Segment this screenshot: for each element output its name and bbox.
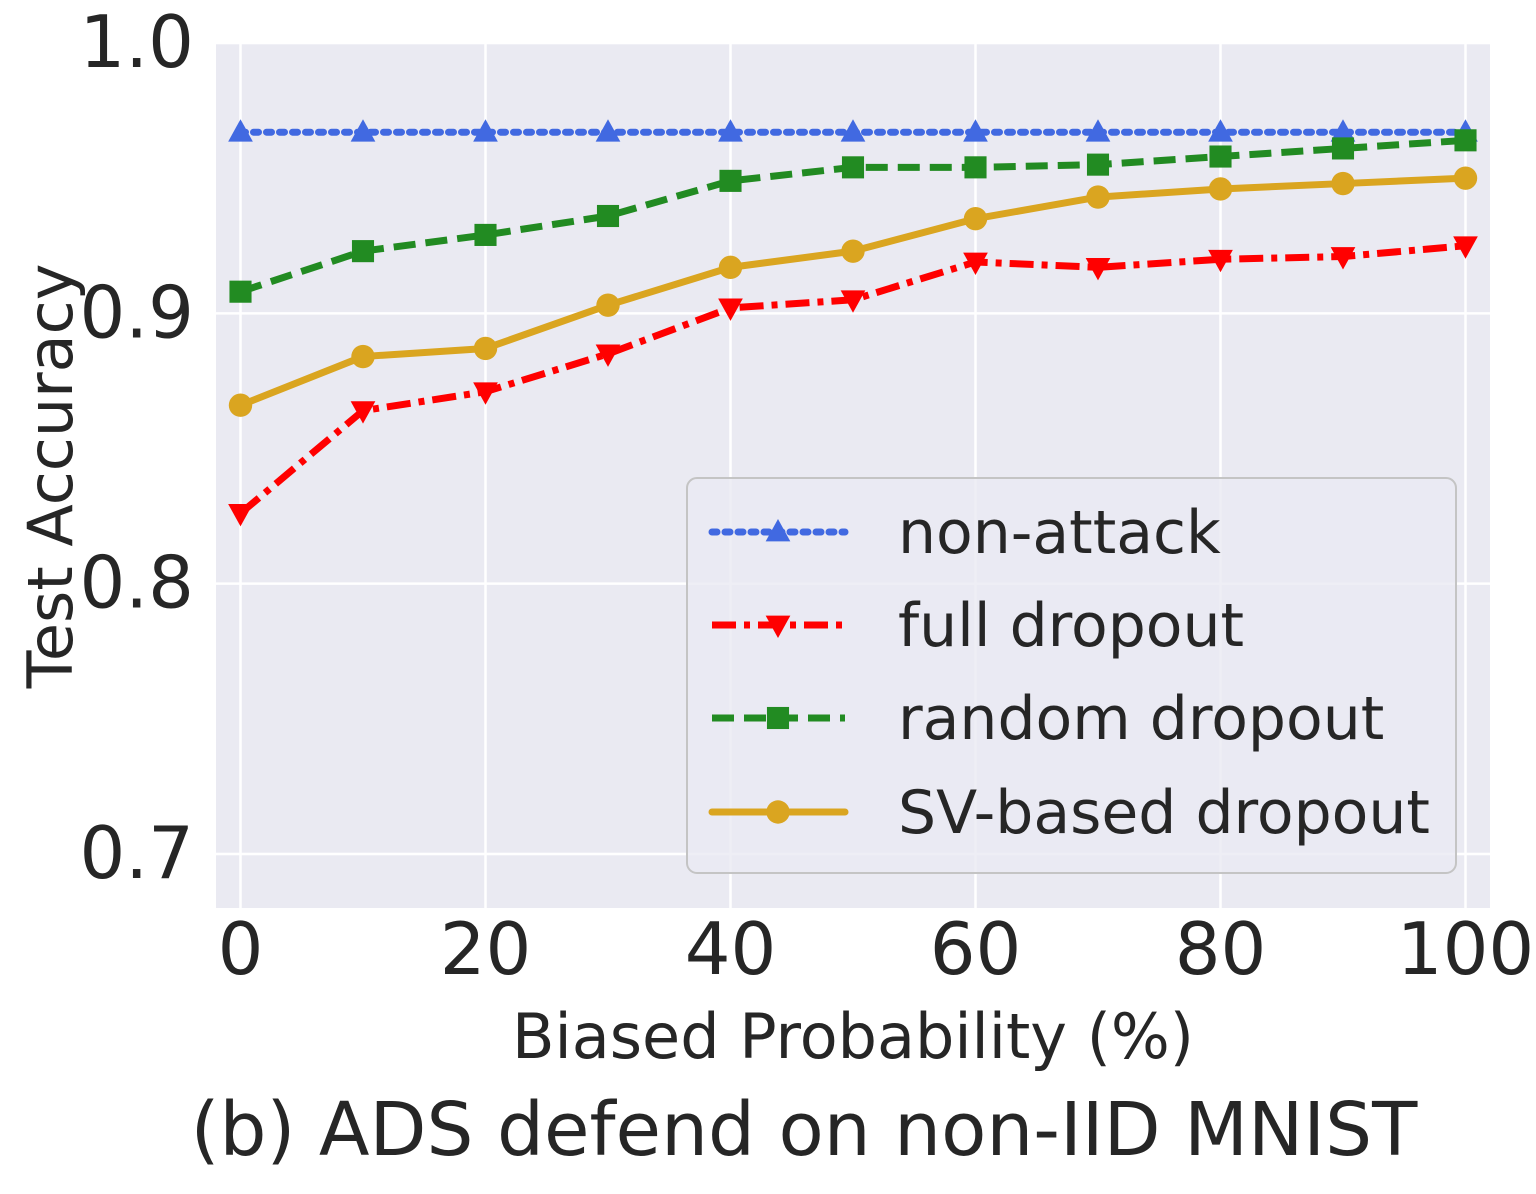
legend-marker — [766, 800, 790, 824]
data-point — [473, 119, 498, 142]
data-point — [1454, 129, 1477, 152]
series-random-dropout — [229, 129, 1477, 303]
legend-marker — [765, 519, 791, 542]
data-point — [229, 280, 252, 303]
data-point — [964, 156, 987, 179]
data-point — [841, 156, 865, 179]
data-point — [840, 119, 866, 142]
x-tick-label: 60 — [930, 907, 1022, 991]
y-tick-label: 0.8 — [79, 541, 194, 625]
data-point — [1085, 257, 1111, 281]
legend-marker — [766, 706, 790, 730]
legend-label: random dropout — [898, 684, 1384, 754]
figure-caption: (b) ADS defend on non-IID MNIST — [191, 1087, 1418, 1173]
data-point — [596, 204, 620, 228]
legend-marker — [765, 615, 791, 638]
legend-entry: SV-based dropout — [708, 778, 1430, 848]
data-point — [1330, 247, 1356, 270]
data-point — [228, 119, 253, 142]
y-axis-label: Test Accuracy — [14, 264, 87, 690]
legend-label: non-attack — [898, 498, 1221, 568]
data-point — [1085, 119, 1111, 142]
data-point — [351, 344, 375, 369]
data-point — [473, 382, 498, 405]
x-tick-label: 100 — [1397, 907, 1534, 991]
data-point — [1209, 145, 1232, 168]
y-tick-label: 0.7 — [79, 811, 194, 895]
data-point — [1330, 119, 1356, 142]
data-point — [1331, 171, 1355, 196]
x-axis-label: Biased Probability (%) — [512, 1000, 1194, 1073]
data-point — [596, 293, 620, 317]
data-point — [350, 119, 376, 142]
data-point — [718, 298, 743, 321]
series-layer — [228, 119, 1478, 527]
legend-label: full dropout — [898, 591, 1244, 661]
legend: non-attack full dropout random dropout SV-b… — [686, 477, 1457, 874]
data-point — [351, 240, 375, 263]
data-point — [228, 503, 253, 527]
y-tick-label: 0.9 — [79, 270, 194, 354]
y-axis: 0.7 0.8 0.9 1.0 — [79, 0, 194, 895]
data-point — [1086, 153, 1110, 176]
x-tick-label: 40 — [685, 907, 777, 991]
legend-box — [686, 477, 1457, 874]
data-point — [595, 119, 621, 142]
data-point — [1208, 119, 1233, 142]
legend-label: SV-based dropout — [898, 778, 1430, 848]
data-point — [841, 239, 865, 263]
legend-entry: full dropout — [712, 591, 1244, 661]
x-tick-label: 20 — [440, 907, 532, 991]
data-point — [840, 290, 866, 313]
series-full-dropout — [228, 236, 1478, 527]
data-point — [595, 344, 621, 367]
data-point — [963, 207, 988, 231]
data-point — [474, 223, 497, 246]
data-point — [1453, 166, 1478, 190]
data-point — [473, 336, 498, 361]
data-point — [718, 255, 743, 280]
x-tick-label: 0 — [218, 907, 264, 991]
data-point — [719, 169, 742, 192]
data-point — [1453, 236, 1478, 259]
data-point — [718, 119, 743, 142]
legend-entry: non-attack — [708, 498, 1221, 568]
data-point — [350, 401, 376, 424]
data-point — [1086, 185, 1110, 209]
x-axis: 0 20 40 60 80 100 — [218, 907, 1535, 991]
data-point — [228, 393, 253, 417]
series-sv-based-dropout — [228, 166, 1478, 417]
data-point — [963, 119, 988, 142]
data-point — [1208, 249, 1233, 273]
data-point — [1331, 137, 1355, 160]
data-point — [963, 252, 988, 275]
x-tick-label: 80 — [1175, 907, 1267, 991]
data-point — [1208, 177, 1233, 201]
y-tick-label: 1.0 — [79, 0, 194, 84]
legend-entry: random dropout — [712, 684, 1384, 754]
